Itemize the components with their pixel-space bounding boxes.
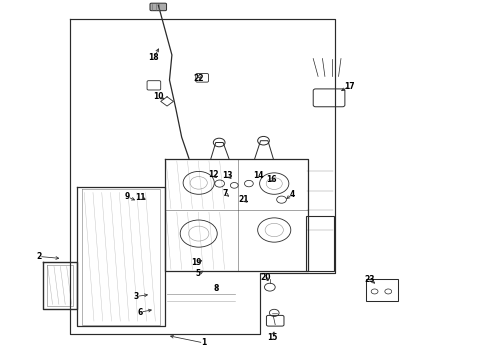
Bar xyxy=(306,216,334,271)
Text: 19: 19 xyxy=(191,258,201,267)
Text: 13: 13 xyxy=(222,171,233,180)
Text: 1: 1 xyxy=(201,338,206,347)
Text: 16: 16 xyxy=(266,175,276,184)
Text: 17: 17 xyxy=(344,82,355,91)
Text: 2: 2 xyxy=(36,252,42,261)
Text: 8: 8 xyxy=(213,284,219,293)
Text: 14: 14 xyxy=(253,171,264,180)
Text: 21: 21 xyxy=(238,195,249,204)
Text: 9: 9 xyxy=(125,192,130,201)
FancyBboxPatch shape xyxy=(150,3,167,11)
Text: 23: 23 xyxy=(365,275,375,284)
Text: 12: 12 xyxy=(208,171,219,180)
Text: 4: 4 xyxy=(290,190,295,199)
Text: 11: 11 xyxy=(135,193,146,202)
Text: 20: 20 xyxy=(261,273,271,282)
Text: 22: 22 xyxy=(193,75,203,84)
Text: 5: 5 xyxy=(196,269,201,278)
Text: 15: 15 xyxy=(267,333,277,342)
Text: 7: 7 xyxy=(223,189,228,198)
Text: 18: 18 xyxy=(148,53,159,62)
Text: 3: 3 xyxy=(134,292,139,301)
Text: 6: 6 xyxy=(138,308,143,317)
Text: 10: 10 xyxy=(153,91,164,100)
